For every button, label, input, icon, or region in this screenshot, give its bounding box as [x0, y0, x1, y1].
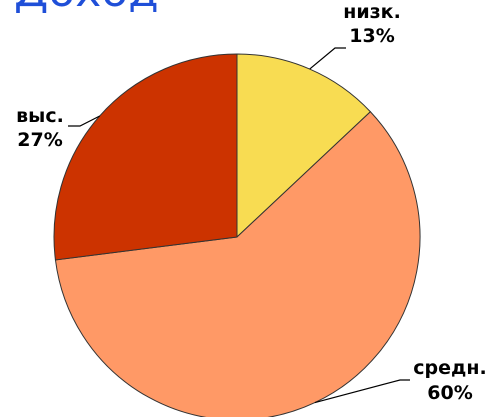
slice-value-label: 27%: [17, 129, 62, 151]
pie-slice: [54, 111, 421, 417]
leader-line: [68, 115, 101, 127]
slice-label: выс.: [16, 105, 64, 127]
slice-label: низк.: [343, 1, 401, 23]
pie-slice: [236, 53, 372, 239]
chart-title: Доход: [14, 0, 159, 17]
leader-line: [314, 379, 410, 404]
pie-slice: [53, 53, 238, 261]
slice-label: средн.: [413, 357, 486, 379]
leader-line: [309, 47, 346, 70]
slice-value-label: 13%: [349, 25, 394, 47]
slice-value-label: 60%: [427, 382, 472, 404]
